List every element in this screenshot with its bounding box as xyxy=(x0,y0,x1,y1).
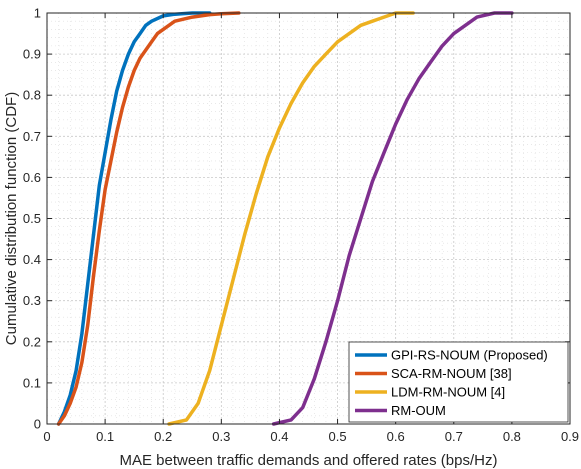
x-tick-label: 0.6 xyxy=(387,429,405,444)
series-line-3 xyxy=(167,11,415,426)
x-axis-label: MAE between traffic demands and offered … xyxy=(120,452,498,469)
y-tick-label: 0.5 xyxy=(23,211,41,226)
series-line-4 xyxy=(271,11,514,426)
y-tick-label: 1 xyxy=(34,6,41,21)
x-tick-label: 0.4 xyxy=(270,429,288,444)
x-tick-label: 0.1 xyxy=(96,429,114,444)
x-tick-label: 0.2 xyxy=(154,429,172,444)
y-tick-label: 0.7 xyxy=(23,129,41,144)
x-tick-label: 0.9 xyxy=(561,429,579,444)
y-axis-label: Cumulative distribution function (CDF) xyxy=(3,92,20,345)
y-tick-label: 0.1 xyxy=(23,375,41,390)
y-tick-label: 0.6 xyxy=(23,170,41,185)
y-tick-label: 0.3 xyxy=(23,293,41,308)
x-tick-label: 0 xyxy=(43,429,50,444)
series-line-1 xyxy=(56,11,212,426)
x-tick-label: 0.7 xyxy=(445,429,463,444)
legend-entry-2: SCA-RM-NOUM [38] xyxy=(391,366,512,381)
axis-ticks: 0 0.1 0.2 0.3 0.4 0.5 0.6 0.7 0.8 0.9 0 0.1 0.2 0.3 0.… xyxy=(23,6,579,445)
series-lines xyxy=(56,11,514,426)
y-tick-label: 0 xyxy=(34,417,41,432)
legend-entry-3: LDM-RM-NOUM [4] xyxy=(391,385,505,400)
y-tick-label: 0.4 xyxy=(23,252,41,267)
legend: GPI-RS-NOUM (Proposed) SCA-RM-NOUM [38] LD… xyxy=(348,341,569,423)
series-line-2 xyxy=(56,11,241,426)
legend-entry-4: RM-OUM xyxy=(391,403,446,418)
x-tick-label: 0.8 xyxy=(503,429,521,444)
legend-entry-1: GPI-RS-NOUM (Proposed) xyxy=(391,348,548,363)
x-tick-label: 0.5 xyxy=(329,429,347,444)
y-tick-label: 0.8 xyxy=(23,88,41,103)
y-tick-label: 0.2 xyxy=(23,334,41,349)
y-tick-label: 0.9 xyxy=(23,47,41,62)
x-tick-label: 0.3 xyxy=(212,429,230,444)
